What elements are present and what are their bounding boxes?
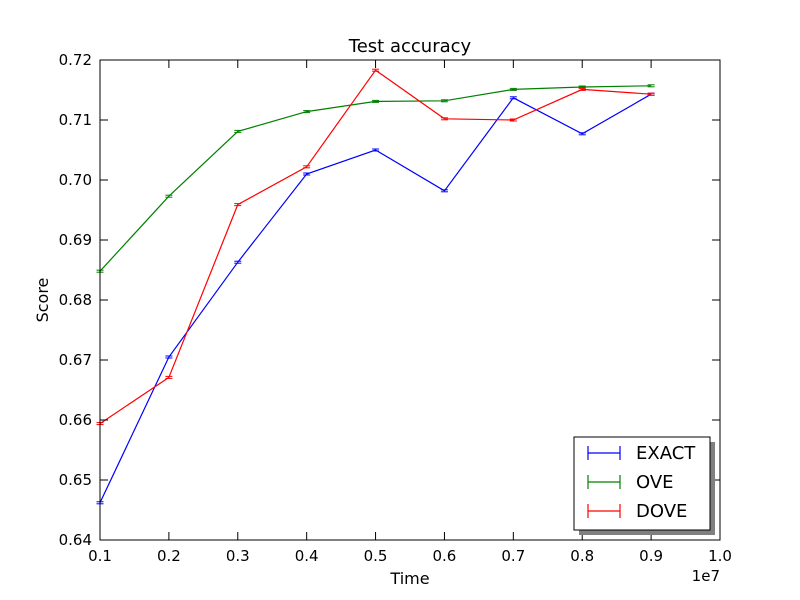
y-tick-label: 0.68 xyxy=(59,291,92,309)
y-tick-label: 0.65 xyxy=(59,471,92,489)
series-line-exact xyxy=(99,93,652,504)
legend: EXACT OVE DOVE xyxy=(573,436,715,535)
y-tick-label: 0.71 xyxy=(59,111,92,129)
x-tick-label: 0.8 xyxy=(570,547,594,565)
x-tick-label: 0.1 xyxy=(88,547,112,565)
y-tick-label: 0.67 xyxy=(59,351,92,369)
x-offset-label: 1e7 xyxy=(692,567,720,585)
plot-area xyxy=(96,68,655,505)
x-tick-label: 0.7 xyxy=(501,547,525,565)
y-tick-label: 0.70 xyxy=(59,171,92,189)
legend-label-exact: EXACT xyxy=(636,443,696,464)
x-tick-label: 1.0 xyxy=(708,547,732,565)
legend-label-dove: DOVE xyxy=(636,501,687,522)
x-tick-label: 0.5 xyxy=(364,547,388,565)
chart-title: Test accuracy xyxy=(348,36,472,57)
x-tick-label: 0.3 xyxy=(226,547,250,565)
y-tick-label: 0.66 xyxy=(59,411,92,429)
axis-ticks: 0.1 0.2 0.3 0.4 0.5 0.6 0.7 0.8 0.9 1.0 0.64 0.65 0.… xyxy=(59,51,732,565)
x-tick-label: 0.4 xyxy=(295,547,319,565)
x-tick-label: 0.9 xyxy=(639,547,663,565)
y-axis-label: Score xyxy=(33,278,52,323)
y-tick-label: 0.69 xyxy=(59,231,92,249)
legend-label-ove: OVE xyxy=(636,472,674,493)
y-tick-label: 0.64 xyxy=(59,531,92,549)
x-axis-label: Time xyxy=(389,569,429,588)
y-tick-label: 0.72 xyxy=(59,51,92,69)
series-line-dove xyxy=(99,69,652,425)
x-tick-label: 0.2 xyxy=(157,547,181,565)
x-tick-label: 0.6 xyxy=(433,547,457,565)
series-line-ove xyxy=(99,85,652,272)
